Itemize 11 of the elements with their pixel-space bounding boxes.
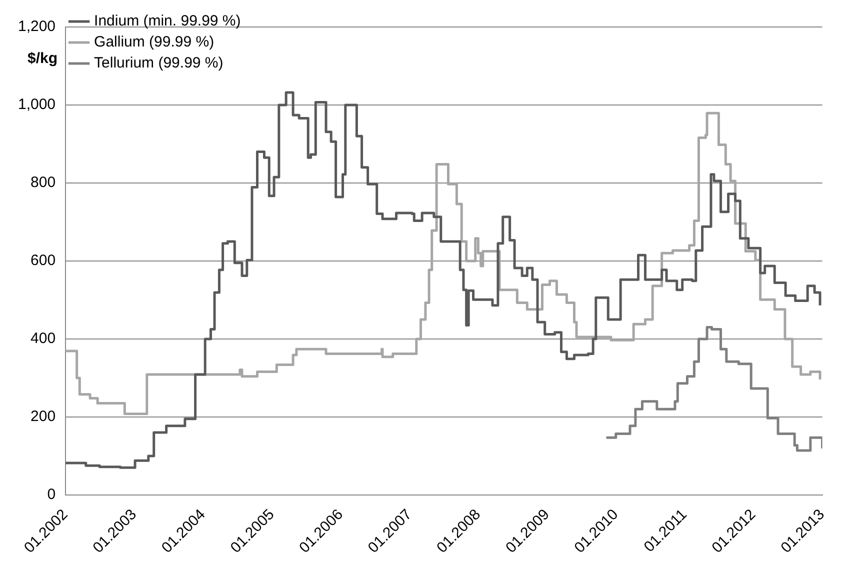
y-tick-label: 200: [30, 408, 56, 426]
y-tick-label: 600: [30, 252, 56, 270]
y-tick-label: 0: [47, 486, 56, 504]
legend-label: Indium (min. 99.99 %): [94, 12, 241, 30]
legend-label: Gallium (99.99 %): [94, 34, 214, 51]
y-axis-title: $/kg: [28, 50, 58, 68]
legend-label: Tellurium (99.99 %): [94, 54, 224, 72]
y-tick-label: 1,200: [18, 18, 56, 36]
y-tick-label: 400: [30, 330, 56, 348]
y-tick-label: 1,000: [18, 96, 56, 114]
y-tick-label: 800: [30, 174, 56, 192]
